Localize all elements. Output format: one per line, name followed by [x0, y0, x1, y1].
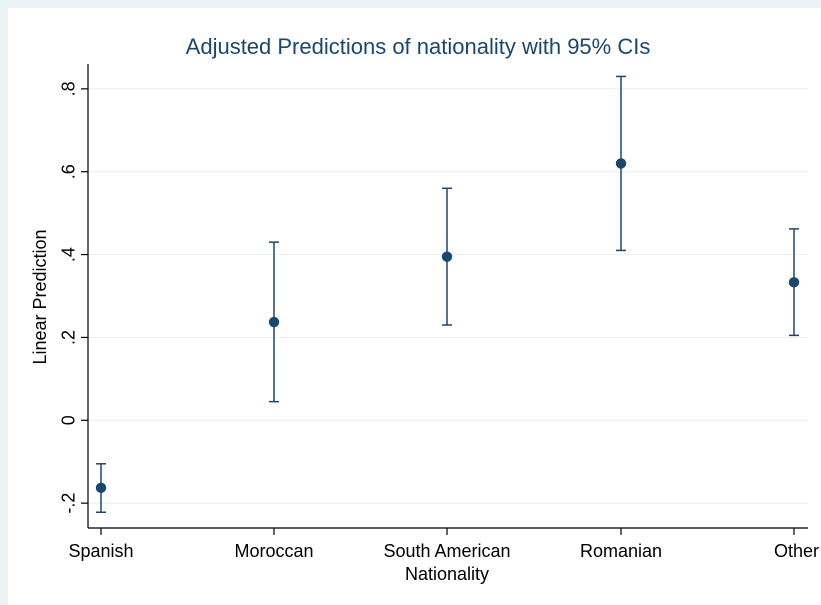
data-layer	[95, 75, 800, 514]
x-tick-label: Romanian	[580, 541, 662, 561]
data-point	[788, 277, 800, 288]
frame-top	[0, 0, 821, 8]
y-tick-label: .4	[59, 247, 79, 262]
data-point	[95, 482, 107, 494]
x-tick-label: South American	[383, 541, 510, 561]
y-tick-label: .8	[59, 81, 79, 96]
frame-left	[0, 0, 8, 605]
y-tick-label: .2	[59, 330, 79, 345]
x-axis-title: Nationality	[405, 564, 489, 584]
data-point	[615, 158, 627, 169]
chart-title: Adjusted Predictions of nationality with…	[186, 34, 651, 59]
plot-region-background	[8, 8, 821, 605]
data-point	[268, 316, 280, 328]
axis-layer: -.2 0 .2 .4 .6 .8 Spanish Moroccan South America…	[59, 64, 819, 561]
x-tick-label: Other	[774, 541, 819, 561]
y-tick-label: -.2	[59, 493, 79, 514]
y-tick-label: .6	[59, 164, 79, 179]
x-tick-label: Spanish	[68, 541, 133, 561]
x-tick-label: Moroccan	[234, 541, 313, 561]
y-tick-label: 0	[59, 415, 79, 425]
data-point	[441, 251, 453, 262]
y-axis-title: Linear Prediction	[30, 229, 50, 364]
